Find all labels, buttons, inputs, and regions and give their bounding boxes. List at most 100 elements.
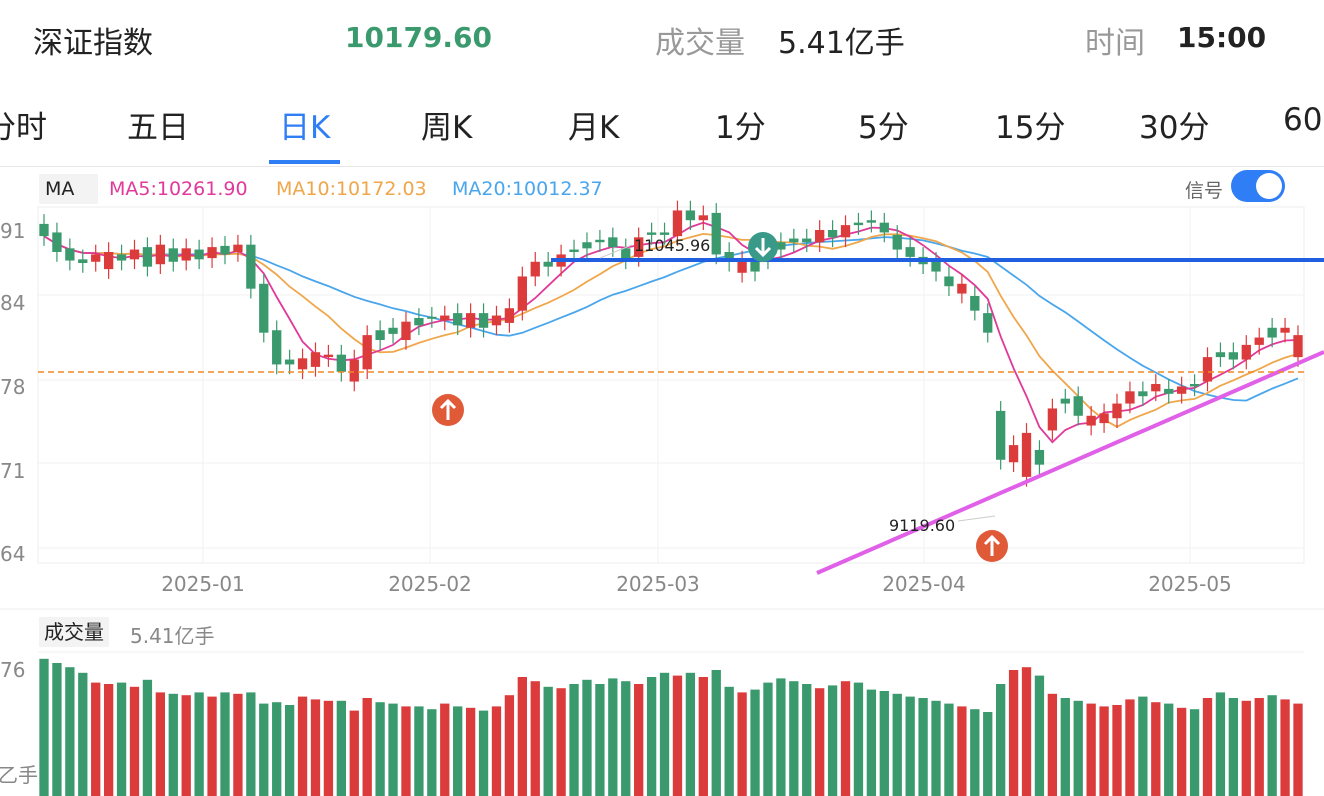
candle-body [1151,384,1161,392]
volume-bar [1267,695,1277,796]
volume-indicator-selector[interactable]: 成交量 [39,617,109,647]
indicator-bar: MA MA5:10261.90 MA10:10172.03 MA20:10012… [0,170,1324,206]
volume-bar [1176,707,1187,796]
candle-body [827,230,838,238]
candle-body [569,249,579,252]
ma10-line [43,232,1299,428]
volume-bar [284,705,295,796]
candle-body [427,316,437,319]
low-price-label: 9119.60 [889,516,955,535]
signal-toggle[interactable] [1231,170,1285,202]
volume-bar [52,663,62,796]
volume-bar [711,670,721,796]
candle-body [65,248,75,261]
volume-bar [129,686,140,796]
time-value: 15:00 [1177,21,1267,54]
candle-body [608,237,618,248]
volume-bar [1099,706,1109,796]
candle-body [1008,445,1019,463]
candle-body [724,252,734,262]
buy-signal-icon[interactable] [976,530,1008,562]
volume-tick-label: 乙手 [0,763,38,787]
moving-average-lines [43,221,1299,444]
volume-tick-label: 76 [0,658,25,682]
buy-signal-icon[interactable] [432,394,464,426]
tab-daily-k[interactable]: 日K [279,110,331,146]
candle-body [1215,352,1226,358]
volume-bar [530,681,540,796]
volume-bar [608,678,618,796]
date-tick-label: 2025-03 [616,572,700,596]
volume-bar [478,710,489,796]
candle-body [750,259,760,272]
candle-body [142,247,153,267]
tab-monthly-k[interactable]: 月K [568,110,620,146]
candle-body [349,359,359,382]
volume-bar [401,706,411,796]
candle-body [659,232,670,235]
volume-bar [1293,703,1303,796]
volume-bar [233,693,243,796]
tab-5min[interactable]: 5分 [858,110,909,146]
volume-bar [272,702,282,796]
candle-body [866,220,877,223]
volume-bar [983,712,993,796]
candle-body [1073,396,1083,416]
candle-body [789,238,799,243]
volume-bar [750,689,760,796]
candle-body [1254,337,1264,345]
index-value: 10179.60 [345,21,493,54]
candle-body [802,238,812,243]
candle-body [375,330,385,340]
volume-bar [918,698,928,796]
volume-bar [1241,700,1251,796]
volume-bar [763,682,773,796]
volume-bar [1060,698,1070,796]
tab-30min[interactable]: 30分 [1139,110,1210,146]
indicator-selector[interactable]: MA [39,174,98,204]
candle-body [1280,327,1290,333]
tab-intraday[interactable]: 分时 [0,110,47,146]
candle-body [1060,398,1070,404]
volume-bar [789,681,799,796]
candle-body [440,315,450,321]
candle-body [284,359,295,365]
candle-body [414,318,424,326]
volume-bar [155,692,166,796]
candle-body [685,210,696,221]
signal-label: 信号 [1185,180,1224,202]
volume-bar [440,703,450,796]
candle-body [362,335,372,370]
volume-bar [802,684,812,796]
candle-body [246,244,256,289]
volume-bar [905,696,915,796]
volume-bar [103,684,114,796]
candle-body [1176,386,1187,394]
volume-bar [1202,698,1213,796]
volume-bar [646,677,657,796]
tab-five-day[interactable]: 五日 [127,110,189,146]
volume-bar [453,706,463,796]
volume-bar [465,707,476,796]
volume-bar [970,709,980,796]
volume-bar [931,700,941,796]
volume-bar [776,678,786,796]
candle-body [698,215,708,221]
volume-bar [957,706,967,796]
tab-weekly-k[interactable]: 周K [421,110,473,146]
candle-body [1112,403,1122,419]
price-tick-label: 78 [0,375,25,399]
candle-body [155,244,166,265]
volume-bar [194,692,204,796]
time-label: 时间 [1085,26,1145,61]
quote-header: 深证指数 10179.60 成交量 5.41亿手 时间 15:00 [0,0,1324,78]
volume-bar [659,672,670,796]
tab-1min[interactable]: 1分 [715,110,766,146]
support-trendline[interactable] [816,350,1324,575]
candle-body [336,354,346,372]
tab-15min[interactable]: 15分 [995,110,1066,146]
tab-60min[interactable]: 60 [1283,102,1323,138]
price-tick-label: 71 [0,459,25,483]
sell-signal-icon[interactable] [748,232,778,262]
